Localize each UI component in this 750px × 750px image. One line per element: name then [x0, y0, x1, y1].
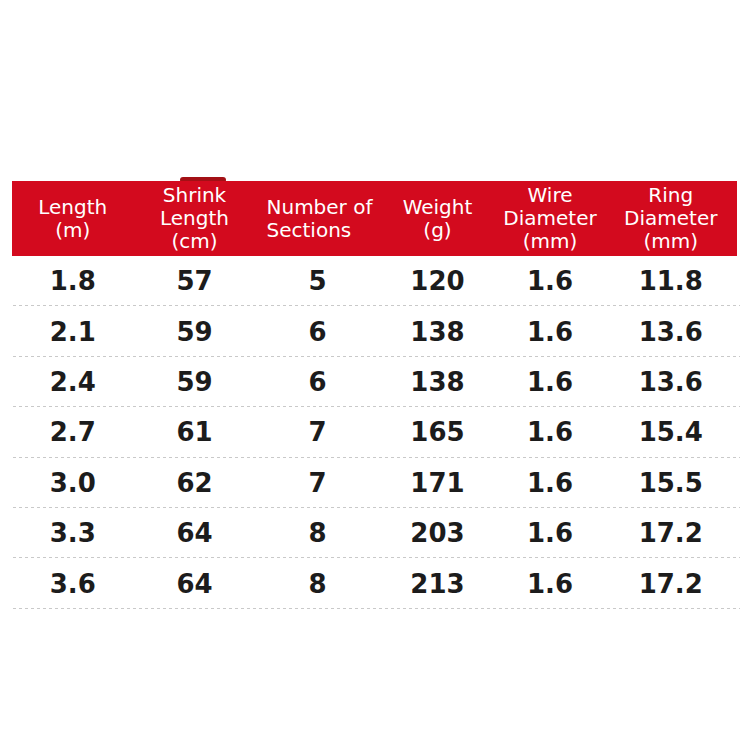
cell-ring-diameter: 15.4 — [605, 417, 738, 447]
cell-weight: 138 — [380, 367, 496, 397]
header-line: (mm) — [523, 230, 578, 253]
spec-table-page: Length(m)ShrinkLength(cm)Number ofSectio… — [0, 0, 750, 750]
header-line: (cm) — [171, 230, 217, 253]
header-line: (mm) — [643, 230, 698, 253]
cell-wire-diameter: 1.6 — [496, 468, 605, 498]
cell-weight: 138 — [380, 317, 496, 347]
cell-shrink-length: 61 — [134, 417, 256, 447]
header-line: Diameter — [503, 207, 596, 230]
cell-sections: 8 — [256, 569, 380, 599]
header-cell-ring-diameter: RingDiameter(mm) — [605, 181, 738, 256]
cell-weight: 213 — [380, 569, 496, 599]
cell-ring-diameter: 13.6 — [605, 317, 738, 347]
cell-length: 2.7 — [12, 417, 134, 447]
header-line: Diameter — [624, 207, 717, 230]
table-row: 1.85751201.611.8 — [12, 256, 737, 306]
table-row: 2.45961381.613.6 — [12, 357, 737, 407]
cell-ring-diameter: 17.2 — [605, 518, 738, 548]
cell-ring-diameter: 11.8 — [605, 266, 738, 296]
table-body: 1.85751201.611.82.15961381.613.62.459613… — [12, 256, 737, 609]
table-row: 3.36482031.617.2 — [12, 508, 737, 558]
cell-shrink-length: 57 — [134, 266, 256, 296]
table-row: 3.06271711.615.5 — [12, 458, 737, 508]
cell-sections: 6 — [256, 317, 380, 347]
cell-ring-diameter: 13.6 — [605, 367, 738, 397]
cell-shrink-length: 59 — [134, 367, 256, 397]
table-row: 3.66482131.617.2 — [12, 558, 737, 608]
cell-wire-diameter: 1.6 — [496, 518, 605, 548]
cell-wire-diameter: 1.6 — [496, 417, 605, 447]
header-line: Ring — [648, 184, 693, 207]
cell-shrink-length: 64 — [134, 518, 256, 548]
cell-shrink-length: 62 — [134, 468, 256, 498]
cell-length: 3.6 — [12, 569, 134, 599]
cell-shrink-length: 64 — [134, 569, 256, 599]
cell-shrink-length: 59 — [134, 317, 256, 347]
cell-ring-diameter: 17.2 — [605, 569, 738, 599]
header-line: Number of — [267, 196, 373, 219]
cell-wire-diameter: 1.6 — [496, 367, 605, 397]
cell-wire-diameter: 1.6 — [496, 317, 605, 347]
cell-wire-diameter: 1.6 — [496, 266, 605, 296]
cell-length: 1.8 — [12, 266, 134, 296]
cell-weight: 120 — [380, 266, 496, 296]
header-cell-length: Length(m) — [12, 181, 134, 256]
cell-ring-diameter: 15.5 — [605, 468, 738, 498]
table-row: 2.15961381.613.6 — [12, 306, 737, 356]
header-line: Shrink — [163, 184, 226, 207]
header-line: (m) — [55, 219, 90, 242]
cell-weight: 165 — [380, 417, 496, 447]
header-cell-sections: Number ofSections — [256, 181, 380, 256]
table-header-row: Length(m)ShrinkLength(cm)Number ofSectio… — [12, 181, 737, 256]
table-row: 2.76171651.615.4 — [12, 407, 737, 457]
cell-weight: 171 — [380, 468, 496, 498]
cell-length: 2.1 — [12, 317, 134, 347]
header-line: Length — [38, 196, 107, 219]
cell-sections: 5 — [256, 266, 380, 296]
cell-length: 2.4 — [12, 367, 134, 397]
cell-sections: 8 — [256, 518, 380, 548]
cell-sections: 6 — [256, 367, 380, 397]
header-cell-wire-diameter: WireDiameter(mm) — [496, 181, 605, 256]
cell-sections: 7 — [256, 417, 380, 447]
header-line: Wire — [528, 184, 573, 207]
cell-length: 3.3 — [12, 518, 134, 548]
header-line: Length — [160, 207, 229, 230]
header-line: (g) — [423, 219, 451, 242]
header-cell-weight: Weight(g) — [380, 181, 496, 256]
cell-wire-diameter: 1.6 — [496, 569, 605, 599]
header-line: Sections — [267, 219, 352, 242]
cell-weight: 203 — [380, 518, 496, 548]
header-line: Weight — [403, 196, 473, 219]
cell-sections: 7 — [256, 468, 380, 498]
header-cell-shrink-length: ShrinkLength(cm) — [134, 181, 256, 256]
cell-length: 3.0 — [12, 468, 134, 498]
